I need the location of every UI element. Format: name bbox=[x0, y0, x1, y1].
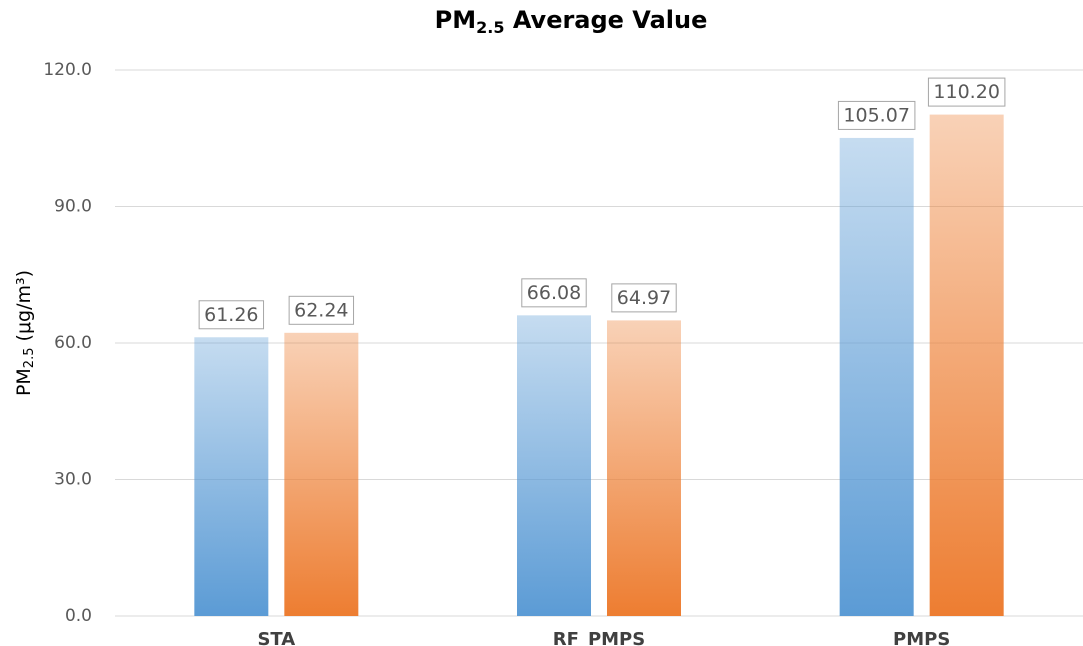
bar bbox=[517, 315, 591, 616]
x-tick-label: STA bbox=[257, 629, 295, 646]
value-label-box bbox=[837, 100, 916, 130]
bar bbox=[194, 337, 269, 616]
value-label: 61.26 bbox=[204, 304, 258, 326]
x-tick-label: RF_PMPS bbox=[553, 629, 645, 646]
y-tick-label: 90.0 bbox=[54, 197, 92, 217]
value-label-box bbox=[521, 278, 587, 308]
y-tick-label: 0.0 bbox=[65, 606, 92, 626]
value-label: 110.20 bbox=[933, 81, 999, 103]
y-tick-label: 120.0 bbox=[43, 60, 92, 80]
bar bbox=[284, 332, 359, 616]
value-label: 66.08 bbox=[527, 282, 581, 304]
y-tick-label: 30.0 bbox=[54, 470, 92, 490]
bar bbox=[607, 320, 681, 616]
x-tick-label: PMPS bbox=[893, 629, 950, 646]
bar bbox=[839, 137, 914, 616]
value-label: 62.24 bbox=[294, 299, 348, 321]
value-label-box bbox=[198, 300, 265, 330]
value-label-box bbox=[288, 295, 355, 325]
value-label: 105.07 bbox=[843, 104, 909, 126]
bar bbox=[929, 114, 1004, 616]
chart-title: PM2.5 Average Value bbox=[435, 6, 708, 37]
y-tick-label: 60.0 bbox=[54, 333, 92, 353]
value-label-box bbox=[611, 283, 677, 313]
y-axis-label: PM2.5 (μg/m³) bbox=[13, 270, 37, 396]
value-label: 64.97 bbox=[617, 287, 671, 309]
value-label-box bbox=[927, 77, 1006, 107]
